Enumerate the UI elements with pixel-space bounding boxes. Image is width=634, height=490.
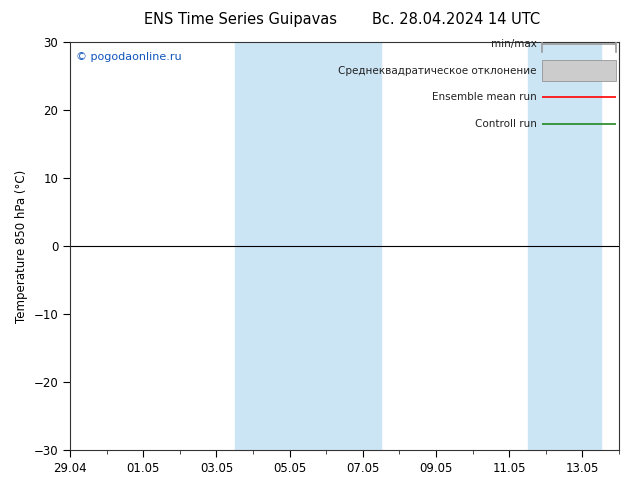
Text: min/max: min/max bbox=[491, 39, 536, 49]
Bar bbox=[527, 42, 600, 450]
Y-axis label: Temperature 850 hPa (°C): Temperature 850 hPa (°C) bbox=[15, 170, 28, 323]
Bar bbox=[235, 42, 308, 450]
Text: ENS Time Series Guipavas: ENS Time Series Guipavas bbox=[145, 12, 337, 27]
Text: Controll run: Controll run bbox=[475, 119, 536, 129]
Bar bbox=[308, 42, 381, 450]
Bar bbox=[542, 60, 616, 81]
Text: Среднеквадратическое отклонение: Среднеквадратическое отклонение bbox=[338, 66, 536, 75]
Text: Вс. 28.04.2024 14 UTC: Вс. 28.04.2024 14 UTC bbox=[372, 12, 541, 27]
Text: © pogodaonline.ru: © pogodaonline.ru bbox=[75, 52, 181, 62]
Text: Ensemble mean run: Ensemble mean run bbox=[432, 92, 536, 102]
